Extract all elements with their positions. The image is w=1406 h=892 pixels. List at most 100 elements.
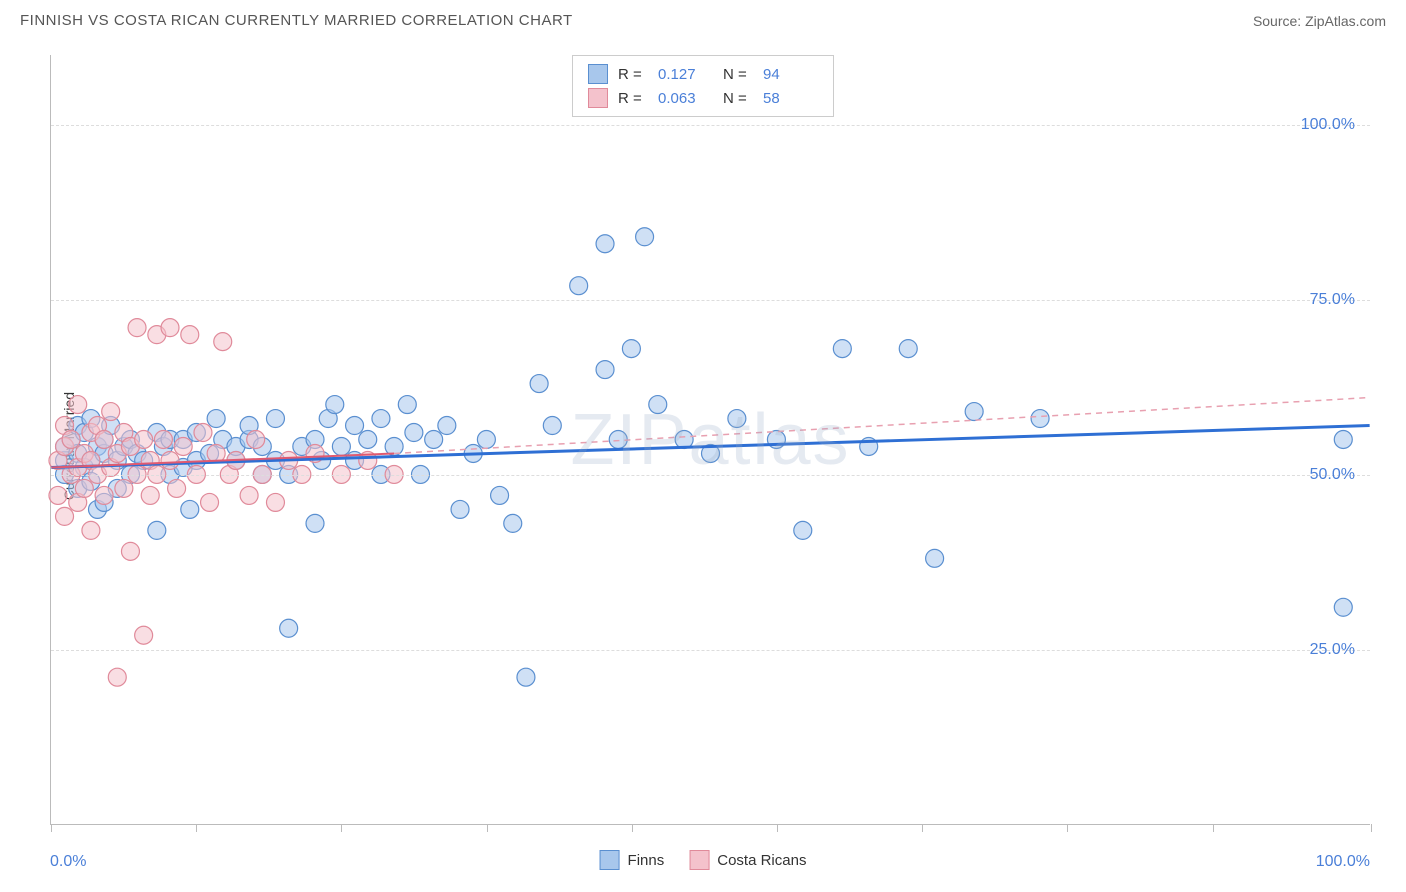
scatter-point [62, 431, 80, 449]
scatter-point [477, 431, 495, 449]
x-tick [487, 824, 488, 832]
scatter-point [56, 507, 74, 525]
scatter-point [181, 326, 199, 344]
scatter-point [207, 410, 225, 428]
chart-title: FINNISH VS COSTA RICAN CURRENTLY MARRIED… [20, 12, 573, 29]
scatter-point [570, 277, 588, 295]
r-label: R = [618, 66, 648, 83]
r-value: 0.063 [658, 90, 713, 107]
legend-bottom: Finns Costa Ricans [600, 850, 807, 870]
scatter-point [108, 668, 126, 686]
scatter-point [135, 431, 153, 449]
scatter-point [326, 396, 344, 414]
n-value: 58 [763, 90, 818, 107]
scatter-point [794, 521, 812, 539]
scatter-point [128, 319, 146, 337]
n-label: N = [723, 90, 753, 107]
scatter-point [596, 235, 614, 253]
gridline [51, 300, 1370, 301]
scatter-point [609, 431, 627, 449]
x-tick [196, 824, 197, 832]
scatter-point [1334, 431, 1352, 449]
scatter-point [965, 403, 983, 421]
scatter-point [451, 500, 469, 518]
legend-swatch [588, 88, 608, 108]
x-tick [922, 824, 923, 832]
legend-label: Costa Ricans [717, 852, 806, 869]
gridline [51, 125, 1370, 126]
scatter-point [168, 479, 186, 497]
scatter-point [833, 340, 851, 358]
n-value: 94 [763, 66, 818, 83]
scatter-point [266, 493, 284, 511]
legend-item: Finns [600, 850, 665, 870]
chart-area: ZIPatlas 25.0%50.0%75.0%100.0% [50, 55, 1370, 825]
scatter-point [926, 549, 944, 567]
legend-swatch [588, 64, 608, 84]
scatter-point [135, 626, 153, 644]
scatter-point [121, 542, 139, 560]
scatter-point [240, 486, 258, 504]
scatter-point [247, 431, 265, 449]
scatter-plot [51, 55, 1370, 824]
legend-swatch [600, 850, 620, 870]
scatter-point [1334, 598, 1352, 616]
scatter-point [596, 361, 614, 379]
gridline [51, 475, 1370, 476]
scatter-point [148, 521, 166, 539]
scatter-point [75, 479, 93, 497]
legend-stat-row: R = 0.127 N = 94 [588, 62, 818, 86]
scatter-point [372, 410, 390, 428]
scatter-point [69, 396, 87, 414]
scatter-point [82, 521, 100, 539]
legend-stat-row: R = 0.063 N = 58 [588, 86, 818, 110]
y-tick-label: 50.0% [1310, 466, 1355, 484]
x-axis-max-label: 100.0% [1316, 853, 1370, 871]
r-label: R = [618, 90, 648, 107]
source-label: Source: ZipAtlas.com [1253, 13, 1386, 29]
x-axis-min-label: 0.0% [50, 853, 86, 871]
scatter-point [201, 493, 219, 511]
y-tick-label: 75.0% [1310, 291, 1355, 309]
x-tick [777, 824, 778, 832]
scatter-point [266, 410, 284, 428]
scatter-point [102, 403, 120, 421]
legend-top: R = 0.127 N = 94 R = 0.063 N = 58 [572, 55, 834, 117]
scatter-point [49, 486, 67, 504]
scatter-point [95, 486, 113, 504]
gridline [51, 650, 1370, 651]
scatter-point [728, 410, 746, 428]
x-tick [51, 824, 52, 832]
scatter-point [530, 375, 548, 393]
scatter-point [332, 438, 350, 456]
legend-item: Costa Ricans [689, 850, 806, 870]
trend-line-dashed [394, 398, 1370, 454]
scatter-point [214, 333, 232, 351]
x-tick [1371, 824, 1372, 832]
scatter-point [517, 668, 535, 686]
scatter-point [280, 619, 298, 637]
scatter-point [194, 424, 212, 442]
scatter-point [161, 319, 179, 337]
scatter-point [181, 500, 199, 518]
legend-label: Finns [628, 852, 665, 869]
n-label: N = [723, 66, 753, 83]
scatter-point [649, 396, 667, 414]
scatter-point [95, 431, 113, 449]
scatter-point [622, 340, 640, 358]
legend-swatch [689, 850, 709, 870]
scatter-point [359, 431, 377, 449]
scatter-point [115, 479, 133, 497]
scatter-point [504, 514, 522, 532]
scatter-point [405, 424, 423, 442]
x-tick [1213, 824, 1214, 832]
scatter-point [491, 486, 509, 504]
y-tick-label: 100.0% [1301, 116, 1355, 134]
x-tick [341, 824, 342, 832]
scatter-point [636, 228, 654, 246]
scatter-point [438, 417, 456, 435]
scatter-point [346, 417, 364, 435]
scatter-point [1031, 410, 1049, 428]
r-value: 0.127 [658, 66, 713, 83]
scatter-point [141, 486, 159, 504]
